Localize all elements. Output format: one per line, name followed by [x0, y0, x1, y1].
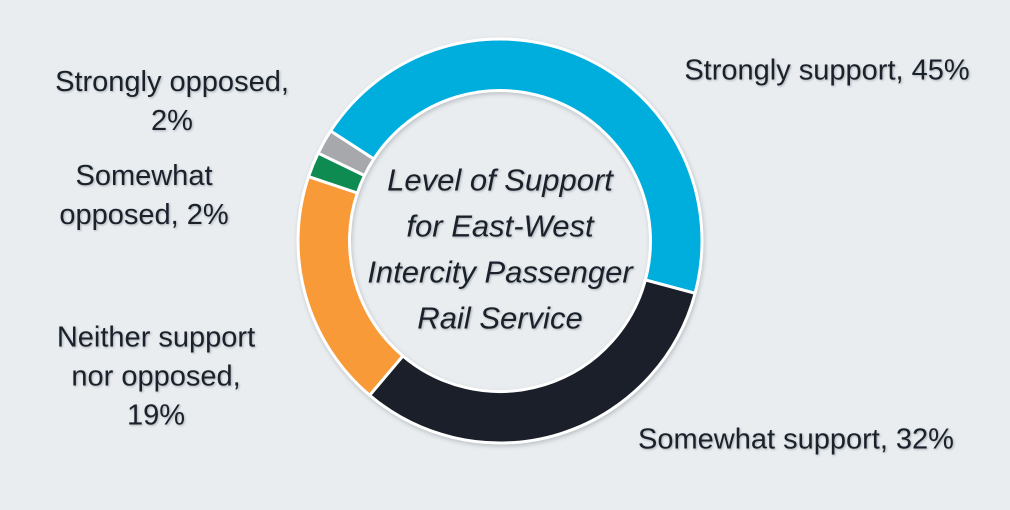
data-label-strongly-support: Strongly support, 45% — [684, 54, 970, 87]
donut-slice-somewhat-support — [368, 278, 697, 445]
data-label-somewhat-support: Somewhat support, 32% — [638, 423, 954, 456]
data-label-somewhat-opposed: Somewhat opposed, 2% — [59, 159, 229, 231]
data-label-neither-support-nor-opposed: Neither support nor opposed, 19% — [56, 321, 256, 432]
chart-center-title: Level of Support for East-West Intercity… — [367, 162, 633, 335]
donut-slice-strongly-support — [329, 37, 704, 295]
data-label-strongly-opposed: Strongly opposed, 2% — [55, 65, 289, 137]
donut-slice-strongly-opposed — [316, 129, 376, 177]
